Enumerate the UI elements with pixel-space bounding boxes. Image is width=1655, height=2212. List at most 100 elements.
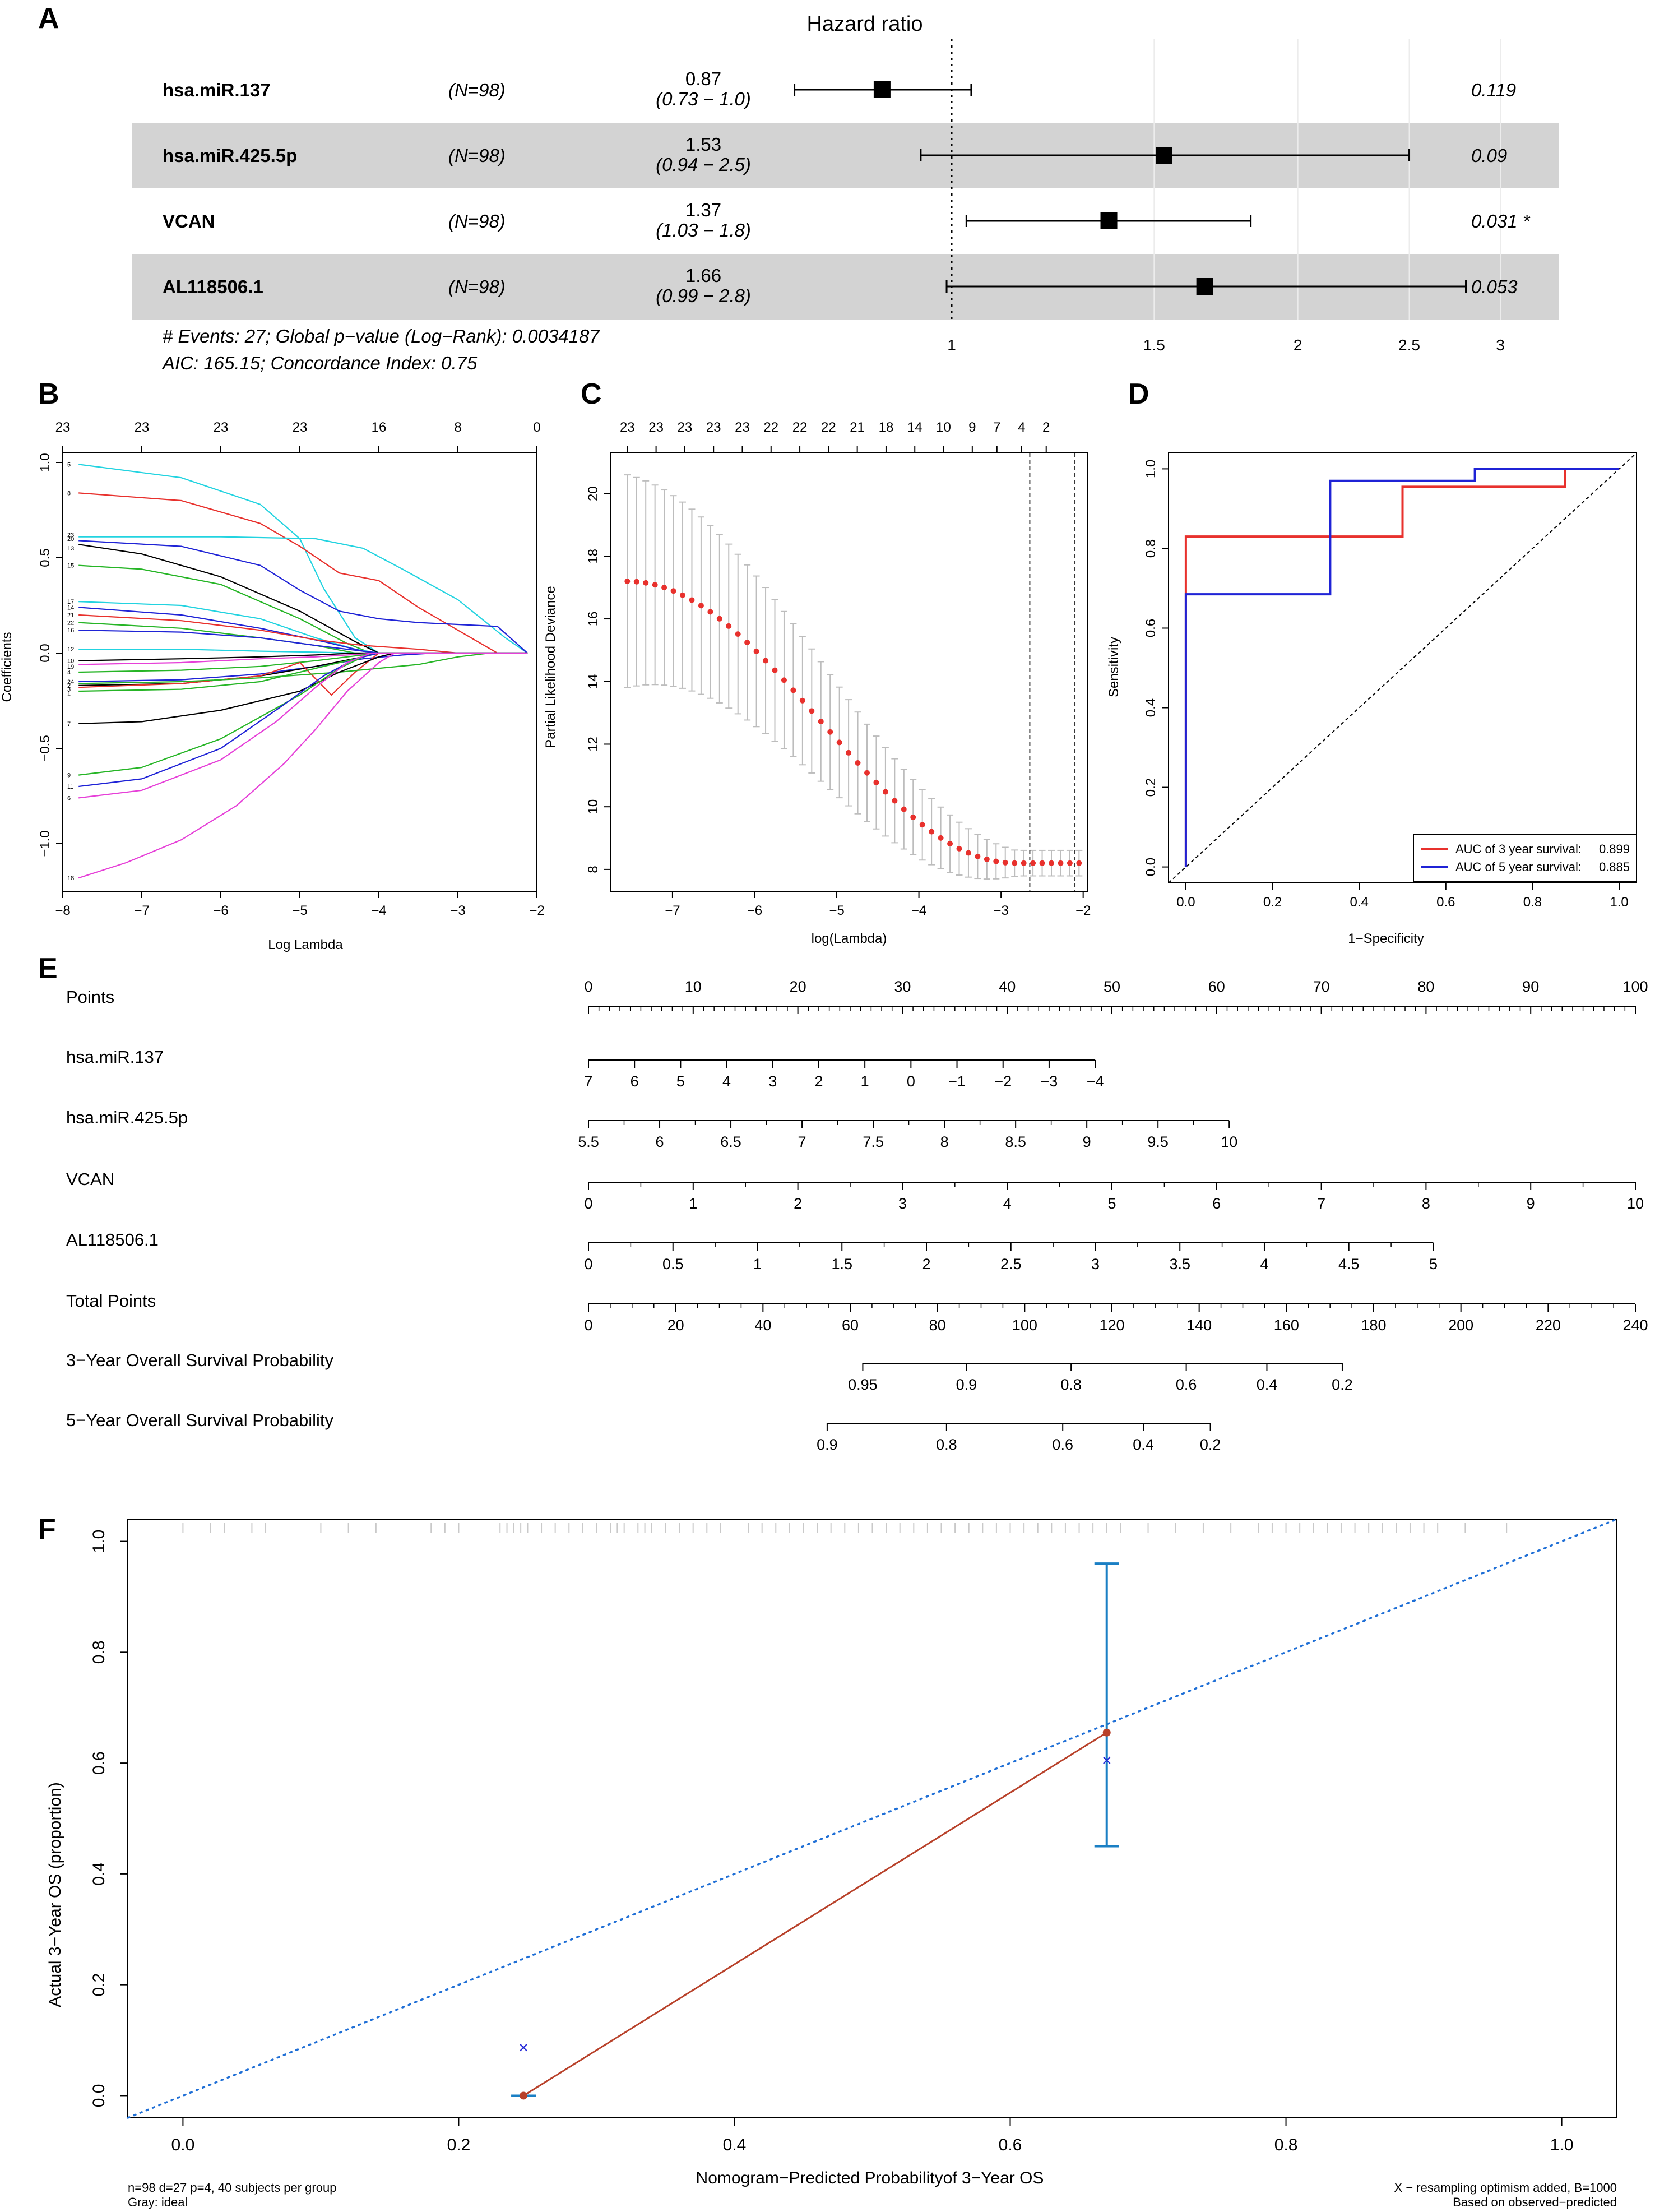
calib-y-tick-label: 0.0 xyxy=(90,2084,108,2108)
nomogram-row-label: 5−Year Overall Survival Probability xyxy=(66,1410,334,1430)
nomogram-tick-label: 20 xyxy=(790,978,806,995)
cv-xlabel: log(Lambda) xyxy=(812,931,887,946)
nomogram-tick-label: 0 xyxy=(584,1195,592,1212)
lasso-x-tick-label: −5 xyxy=(292,903,307,918)
cv-deviance-point xyxy=(827,729,833,735)
forest-row-pvalue: 0.09 xyxy=(1471,145,1507,166)
cv-y-tick-label: 20 xyxy=(586,486,601,501)
nomogram-tick-label: −2 xyxy=(994,1073,1012,1090)
lasso-top-tick-label: 23 xyxy=(214,420,229,435)
nomogram-tick-label: 1 xyxy=(689,1195,697,1212)
cv-deviance-point xyxy=(1039,860,1045,866)
lasso-path-label: 6 xyxy=(67,795,71,802)
lasso-ylabel: Coefficients xyxy=(0,632,15,702)
nomogram-tick-label: 6 xyxy=(1212,1195,1221,1212)
forest-row-n: (N=98) xyxy=(448,145,506,166)
nomogram-tick-label: −4 xyxy=(1087,1073,1104,1090)
nomogram-row-label: Total Points xyxy=(66,1291,156,1311)
roc-x-tick-label: 0.6 xyxy=(1436,895,1455,910)
cv-deviance-point xyxy=(1076,860,1082,866)
nomogram-tick-label: −1 xyxy=(948,1073,966,1090)
forest-row-n: (N=98) xyxy=(448,276,506,297)
lasso-top-tick-label: 8 xyxy=(454,420,461,435)
cv-deviance-point xyxy=(707,609,713,615)
nomogram-tick-label: 1.5 xyxy=(831,1256,852,1272)
roc-plot-frame xyxy=(1168,452,1637,883)
lasso-path-label: 23 xyxy=(67,532,74,539)
nomogram-tick-label: 4 xyxy=(1260,1256,1268,1272)
cv-deviance-point xyxy=(1021,860,1027,866)
forest-x-tick-label: 3 xyxy=(1496,336,1505,354)
nomogram-tick-label: 6.5 xyxy=(720,1133,741,1150)
lasso-coef-path xyxy=(78,614,528,654)
nomogram-tick-label: 0.6 xyxy=(1176,1376,1197,1393)
cv-deviance-point xyxy=(1067,860,1073,866)
cv-top-tick-label: 18 xyxy=(879,420,894,435)
calib-ideal-line xyxy=(127,1518,1618,2119)
nomogram-tick-label: 7 xyxy=(798,1133,806,1150)
nomogram-tick-label: 7 xyxy=(584,1073,592,1090)
lasso-path-label: 12 xyxy=(67,646,74,653)
cv-deviance-point xyxy=(624,579,631,585)
nomogram-tick-label: 180 xyxy=(1361,1317,1386,1334)
forest-hr-square xyxy=(1100,212,1118,229)
panel-label-e: E xyxy=(38,952,58,985)
nomogram-tick-label: 5 xyxy=(676,1073,685,1090)
cv-deviance-point xyxy=(975,853,981,859)
nomogram-tick-label: 0.2 xyxy=(1200,1436,1221,1453)
roc-x-tick-label: 1.0 xyxy=(1610,895,1628,910)
nomogram-row-label: hsa.miR.425.5p xyxy=(66,1108,188,1127)
lasso-path-label: 17 xyxy=(67,599,74,605)
cv-plot-frame xyxy=(610,452,1088,892)
cv-deviance-point xyxy=(882,789,888,795)
cv-y-tick-label: 16 xyxy=(586,612,601,627)
forest-x-tick-label: 2.5 xyxy=(1398,336,1420,354)
nomogram-tick-label: 2 xyxy=(922,1256,930,1272)
panel-label-a: A xyxy=(38,2,59,35)
forest-row-name: VCAN xyxy=(163,211,215,232)
nomogram-tick-label: 140 xyxy=(1186,1317,1212,1334)
nomogram-tick-label: 0.2 xyxy=(1332,1376,1353,1393)
nomogram-tick-label: 0.4 xyxy=(1133,1436,1154,1453)
nomogram-tick-label: 80 xyxy=(929,1317,946,1334)
calib-ylabel: Actual 3−Year OS (proportion) xyxy=(46,1782,64,2007)
nomogram-tick-label: 8 xyxy=(940,1133,949,1150)
nomogram-tick-label: 200 xyxy=(1448,1317,1473,1334)
calib-y-tick-label: 0.4 xyxy=(90,1862,108,1886)
calib-xlabel: Nomogram−Predicted Probabilityof 3−Year … xyxy=(696,2169,1044,2187)
nomogram-tick-label: 60 xyxy=(1208,978,1225,995)
roc-legend-label: AUC of 3 year survival: xyxy=(1455,842,1582,856)
lasso-xlabel: Log Lambda xyxy=(268,937,343,952)
lasso-path-label: 2 xyxy=(67,683,71,689)
nomogram-tick-label: 0.95 xyxy=(848,1376,878,1393)
forest-footnote-aic: AIC: 165.15; Concordance Index: 0.75 xyxy=(161,353,478,373)
calib-apparent-point xyxy=(1102,1728,1111,1737)
cv-deviance-point xyxy=(799,697,805,704)
calib-x-tick-label: 0.6 xyxy=(999,2136,1022,2154)
forest-row-hr: 1.37 xyxy=(685,200,721,220)
nomogram-tick-label: 0.9 xyxy=(956,1376,977,1393)
nomogram-tick-label: 80 xyxy=(1417,978,1434,995)
lasso-coef-path xyxy=(78,564,528,654)
calib-apparent-point xyxy=(520,2091,528,2100)
forest-hr-square xyxy=(873,81,891,98)
nomogram-tick-label: 30 xyxy=(894,978,911,995)
calib-footnote-based: Based on observed−predicted xyxy=(1453,2195,1617,2209)
calib-footnote-resampling: X − resampling optimism added, B=1000 xyxy=(1394,2181,1617,2195)
lasso-path-label: 21 xyxy=(67,612,74,619)
nomogram-tick-label: 0.4 xyxy=(1257,1376,1278,1393)
calib-y-tick-label: 0.6 xyxy=(90,1751,108,1775)
lasso-path-label: 19 xyxy=(67,664,74,670)
nomogram-tick-label: 40 xyxy=(999,978,1016,995)
forest-row-hr: 0.87 xyxy=(685,68,721,89)
calib-apparent-line xyxy=(523,1732,1107,2097)
cv-deviance-point xyxy=(643,580,649,586)
cv-deviance-point xyxy=(993,858,999,864)
lasso-path-label: 24 xyxy=(67,679,74,686)
lasso-path-label: 15 xyxy=(67,563,74,570)
cv-deviance-point xyxy=(763,658,769,664)
cv-y-tick-label: 10 xyxy=(586,799,601,815)
forest-row-ci: (0.73 − 1.0) xyxy=(656,89,751,109)
cv-deviance-point xyxy=(938,835,944,841)
cv-deviance-point xyxy=(965,850,971,856)
